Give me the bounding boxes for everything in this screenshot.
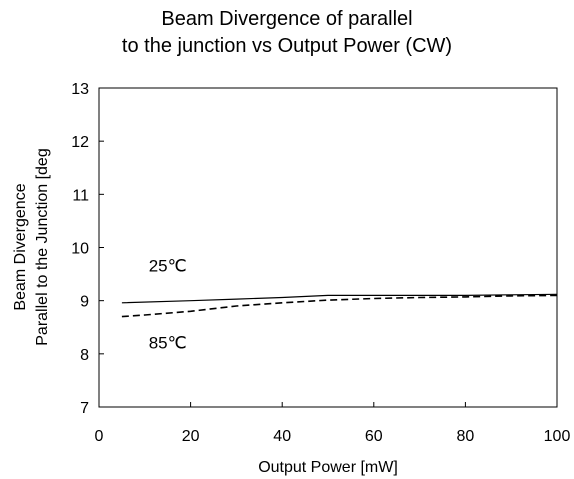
series-annotation: 85℃	[149, 334, 187, 353]
y-tick-label: 11	[72, 187, 89, 204]
y-tick-label: 7	[80, 400, 89, 417]
y-axis: 7 8 9 10 11 12 13	[71, 81, 104, 417]
x-tick-label: 0	[95, 428, 104, 445]
y-tick-label: 8	[80, 347, 89, 364]
y-tick-label: 12	[71, 134, 89, 151]
annotation-layer: 25℃ 85℃	[149, 256, 187, 352]
x-tick-label: 60	[365, 428, 383, 445]
series-line-25c	[121, 293, 558, 304]
chart-title-line-2: to the junction vs Output Power (CW)	[121, 35, 453, 57]
series-line-85c	[121, 294, 558, 318]
x-axis-label: Output Power [mW]	[258, 459, 398, 476]
series-layer	[121, 293, 558, 318]
series-annotation: 25℃	[149, 256, 187, 275]
x-tick-label: 20	[182, 428, 200, 445]
x-tick-label: 100	[544, 428, 571, 445]
y-tick-label: 10	[71, 241, 89, 258]
y-tick-label: 9	[80, 294, 89, 311]
plot-frame	[98, 87, 558, 408]
y-tick-label: 13	[71, 81, 89, 98]
y-axis-label-line-1: Beam Divergence	[12, 183, 29, 310]
chart-title-line-1: Beam Divergence of parallel	[161, 8, 413, 30]
y-axis-label-line-2: Parallel to the Junction [deg	[34, 148, 51, 345]
x-axis: 0 20 40 60 80 100	[95, 402, 571, 445]
plot-area	[98, 87, 558, 408]
x-tick-label: 80	[457, 428, 475, 445]
x-tick-label: 40	[273, 428, 291, 445]
